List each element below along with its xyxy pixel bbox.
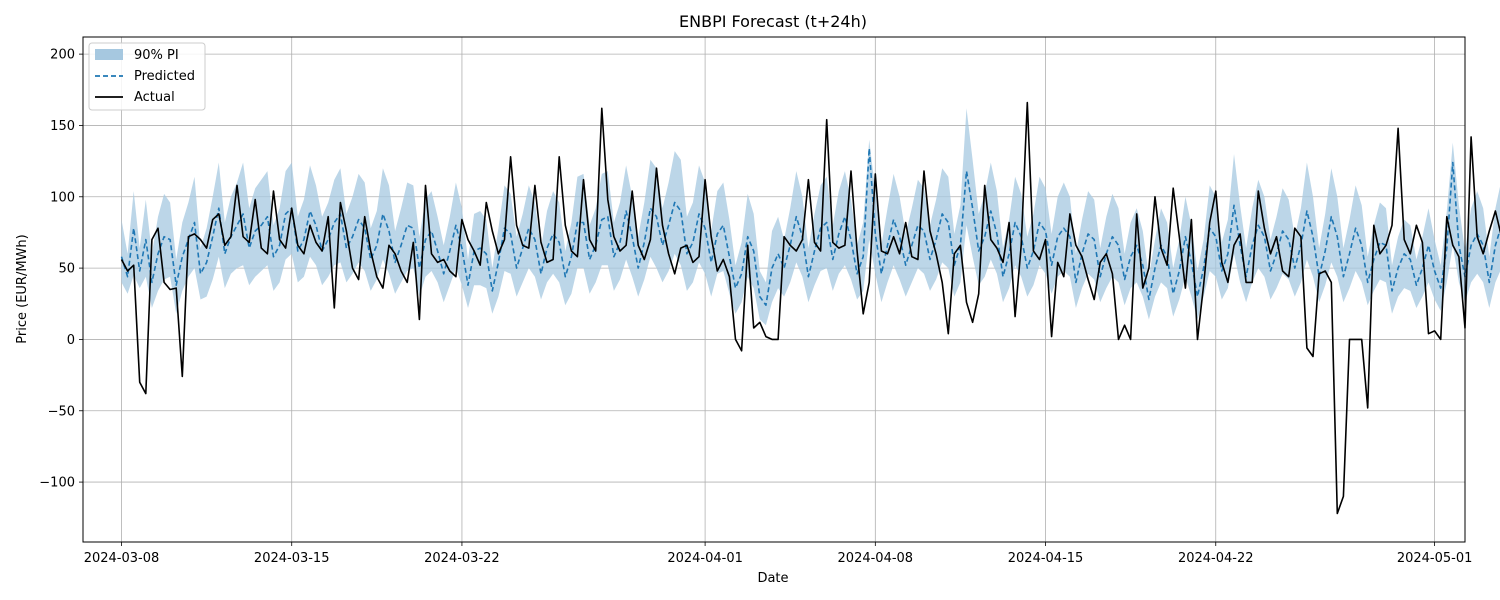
- x-tick-label: 2024-04-08: [838, 551, 914, 566]
- y-tick-label: 100: [50, 190, 75, 205]
- y-tick-label: 150: [50, 119, 75, 134]
- legend-swatch-band: [95, 49, 123, 60]
- ticks-layer: −100 −50 0 50 100 150 200 2024-03-08 2024-03-15 2…: [39, 48, 1472, 566]
- grid-layer: [83, 37, 1465, 542]
- y-axis-label: Price (EUR/MWh): [15, 234, 30, 343]
- predicted-series-line: [120, 147, 1500, 307]
- y-tick-label: 50: [58, 262, 75, 277]
- x-tick-label: 2024-03-08: [84, 551, 160, 566]
- x-tick-label: 2024-03-15: [254, 551, 330, 566]
- y-tick-label: −50: [48, 404, 75, 419]
- x-tick-label: 2024-03-22: [424, 551, 500, 566]
- legend: 90% PI Predicted Actual: [88, 42, 206, 111]
- legend-label-band: 90% PI: [134, 48, 179, 63]
- x-tick-label: 2024-04-22: [1178, 551, 1254, 566]
- legend-label-predicted: Predicted: [134, 69, 195, 84]
- plot-frame: [82, 36, 1466, 543]
- y-tick-label: −100: [39, 476, 75, 491]
- x-tick-label: 2024-04-15: [1008, 551, 1084, 566]
- y-tick-label: 0: [67, 333, 75, 348]
- x-tick-label: 2024-04-01: [667, 551, 743, 566]
- legend-label-actual: Actual: [134, 90, 175, 105]
- chart-title: ENBPI Forecast (t+24h): [679, 12, 867, 31]
- actual-series-line: [120, 101, 1500, 515]
- y-tick-label: 200: [50, 48, 75, 63]
- plot-layer: [120, 101, 1500, 515]
- x-axis-label: Date: [757, 571, 788, 586]
- x-tick-label: 2024-05-01: [1397, 551, 1473, 566]
